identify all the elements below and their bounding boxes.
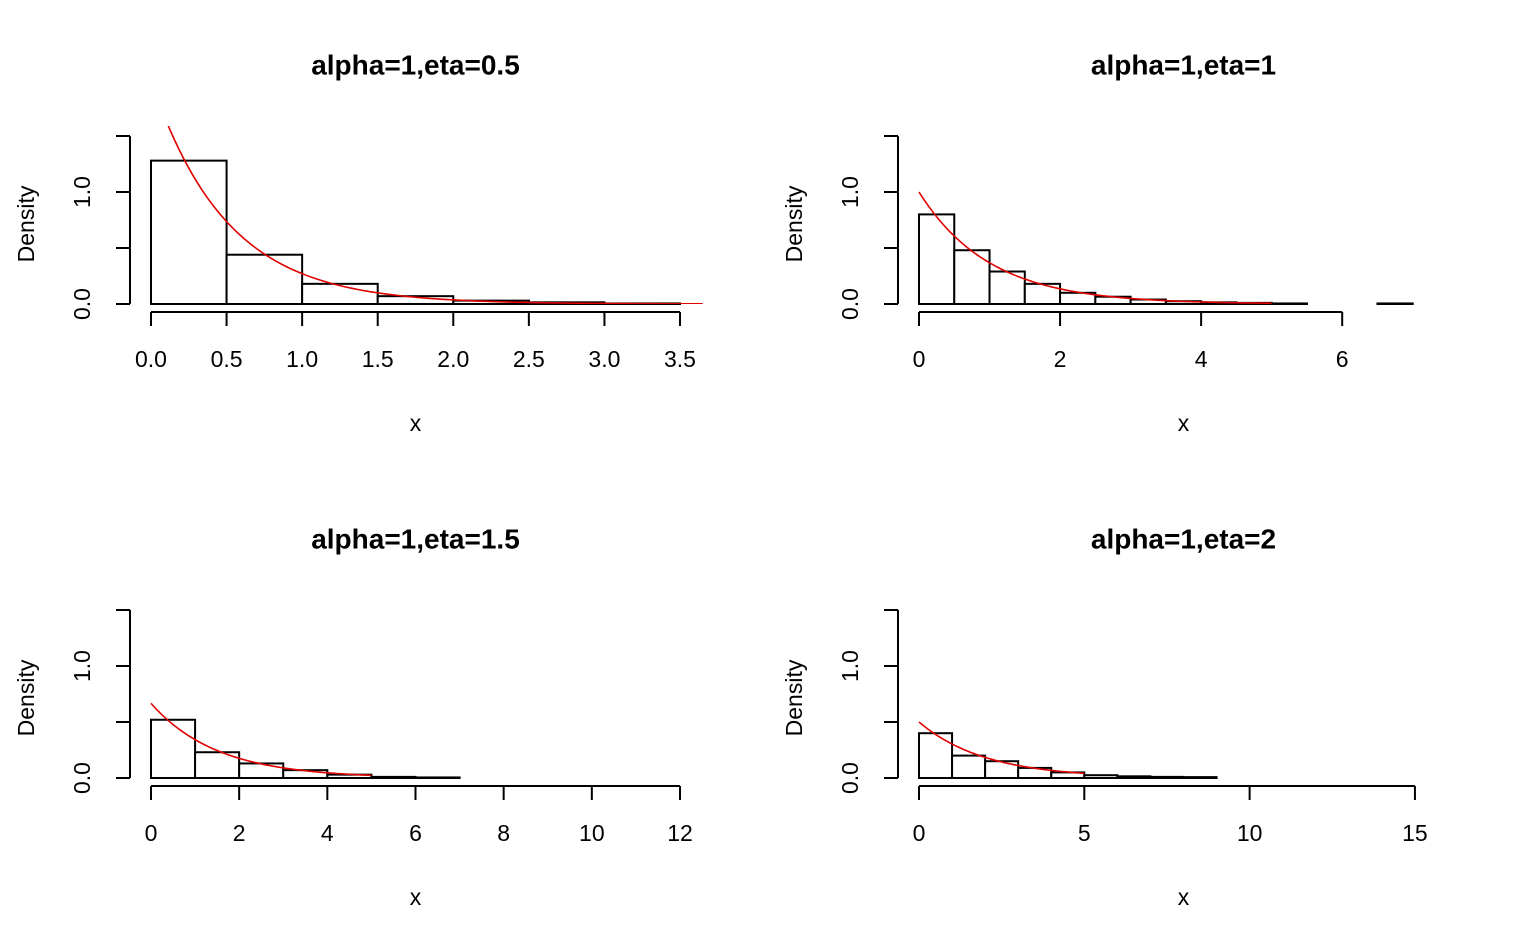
y-tick-label: 1.0 (69, 176, 95, 208)
histogram-bar (918, 732, 954, 780)
x-tick-label: 0.0 (135, 346, 167, 372)
x-tick-label: 8 (497, 820, 510, 846)
x-tick-label: 1.0 (286, 346, 318, 372)
y-tick-label: 1.0 (69, 650, 95, 682)
y-tick-label: 1.0 (837, 176, 863, 208)
panel-title: alpha=1,eta=2 (1091, 523, 1276, 554)
x-tick-label: 0 (145, 820, 158, 846)
x-tick-label: 2 (1054, 346, 1067, 372)
x-axis-label: x (410, 410, 422, 436)
histogram-bar (150, 718, 197, 780)
density-curve (150, 702, 372, 777)
y-axis-label: Density (13, 185, 39, 262)
histogram-bar (150, 159, 228, 305)
panel-title: alpha=1,eta=0.5 (311, 49, 520, 80)
histogram-bar (1376, 302, 1414, 306)
panel-title: alpha=1,eta=1 (1091, 49, 1276, 80)
x-tick-label: 1.5 (362, 346, 394, 372)
panel-title: alpha=1,eta=1.5 (311, 523, 520, 554)
x-axis-label: x (1178, 410, 1190, 436)
histogram-bar (414, 776, 461, 780)
histogram-bar (238, 762, 285, 780)
y-axis-label: Density (781, 185, 807, 262)
y-tick-label: 0.0 (69, 762, 95, 794)
x-tick-label: 2.5 (513, 346, 545, 372)
histogram-panel-4: alpha=1,eta=2 0 5 10 15 x 0.0 1.0 Density (781, 523, 1428, 910)
histogram-bar (301, 282, 379, 305)
x-tick-label: 5 (1078, 820, 1091, 846)
histogram-panel-3: alpha=1,eta=1.5 0 2 4 6 8 10 12 x 0.0 1.0 Density (13, 523, 693, 910)
x-tick-label: 0 (913, 820, 926, 846)
x-tick-label: 0.5 (211, 346, 243, 372)
x-tick-label: 4 (321, 820, 334, 846)
histogram-bar (951, 754, 987, 779)
x-tick-label: 10 (1237, 820, 1263, 846)
x-tick-label: 4 (1195, 346, 1208, 372)
histogram-bar (918, 213, 956, 305)
density-curve (918, 191, 1272, 304)
histogram-bar (1182, 776, 1218, 780)
y-axis-label: Density (13, 659, 39, 736)
x-tick-label: 2.0 (437, 346, 469, 372)
x-tick-label: 12 (667, 820, 693, 846)
x-tick-label: 3.5 (664, 346, 696, 372)
x-tick-label: 6 (1336, 346, 1349, 372)
histogram-bar (1149, 775, 1185, 780)
x-tick-label: 6 (409, 820, 422, 846)
x-axis-label: x (1178, 884, 1190, 910)
y-tick-label: 0.0 (837, 762, 863, 794)
histogram-bar (1083, 774, 1119, 780)
histogram-panel-2: alpha=1,eta=1 0 2 4 6 x 0.0 1.0 Density (781, 49, 1414, 436)
density-curve (167, 126, 703, 304)
y-tick-label: 0.0 (69, 288, 95, 320)
y-tick-label: 0.0 (837, 288, 863, 320)
x-axis-label: x (410, 884, 422, 910)
x-tick-label: 3.0 (588, 346, 620, 372)
x-tick-label: 0 (913, 346, 926, 372)
y-tick-label: 1.0 (837, 650, 863, 682)
x-tick-label: 10 (579, 820, 605, 846)
histogram-bar (1270, 302, 1308, 306)
y-axis-label: Density (781, 659, 807, 736)
histogram-bar (370, 775, 417, 780)
histogram-panel-1: alpha=1,eta=0.5 0.0 0.5 1.0 1.5 2.0 2.5 3.0 3.5 x… (13, 49, 703, 436)
histogram-bar (1116, 775, 1152, 780)
histogram-bar (953, 249, 991, 306)
x-tick-label: 15 (1402, 820, 1428, 846)
x-tick-label: 2 (233, 820, 246, 846)
density-curve (918, 721, 1085, 775)
histogram-bar (225, 253, 304, 305)
